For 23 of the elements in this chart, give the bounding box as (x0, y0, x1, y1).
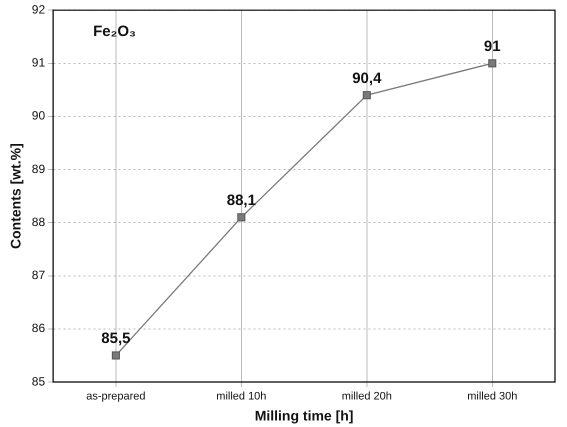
data-label: 85,5 (101, 330, 130, 348)
y-tick-label: 86 (32, 321, 46, 336)
annotation: Fe₂O₃ (93, 22, 136, 40)
y-axis-title: Contents [wt.%] (7, 143, 24, 249)
y-tick-label: 88 (32, 214, 46, 229)
data-label: 90,4 (352, 70, 382, 87)
y-tick-label: 85 (32, 374, 46, 388)
y-tick-label: 90 (32, 108, 46, 123)
y-tick-label: 92 (32, 2, 46, 17)
x-tick-label: milled 10h (216, 390, 266, 403)
x-axis-title: Milling time [h] (254, 407, 354, 424)
y-tick-label: 87 (32, 268, 46, 282)
point (362, 91, 371, 100)
x-tick-label: milled 30h (467, 390, 518, 403)
y-tick-label: 91 (32, 56, 46, 70)
data-label: 91 (484, 38, 501, 55)
point (488, 59, 496, 68)
point (237, 213, 246, 222)
x-tick-label: milled 20h (342, 390, 392, 403)
x-tick-label: as-prepared (86, 390, 146, 403)
point (112, 351, 120, 360)
data-label: 88,1 (226, 192, 256, 209)
y-tick-label: 89 (32, 162, 46, 176)
